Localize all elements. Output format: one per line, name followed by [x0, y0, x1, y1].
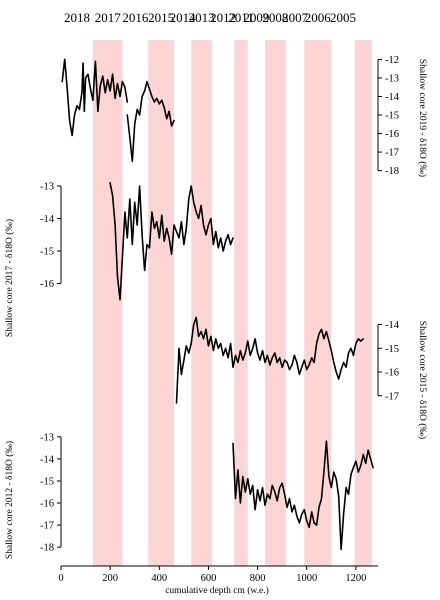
- year-label: 2016: [122, 10, 149, 25]
- y-tick-label: -16: [40, 279, 54, 290]
- series-line: [109, 182, 234, 301]
- year-labels: 2018 2017 2016 2015201420132012201120092008…: [64, 10, 356, 25]
- y-tick-label: -13: [40, 432, 54, 443]
- y-tick-label: -13: [385, 73, 399, 84]
- y-axis-title: Shallow core 2017 - δ18O (‰): [4, 219, 15, 337]
- y-axis-title: Shallow core 2015 - δ18O (‰): [417, 321, 428, 439]
- series-line: [175, 316, 365, 404]
- y-axis-title: Shallow core 2019 - δ18O (‰): [417, 59, 428, 177]
- year-label: 2011: [228, 10, 254, 25]
- year-band-shade: [264, 40, 286, 566]
- year-label: 2006: [305, 10, 332, 25]
- year-label: 2007: [282, 10, 309, 25]
- year-label: 2005: [330, 10, 356, 25]
- x-tick-label: 800: [250, 573, 266, 584]
- year-band-shade: [304, 40, 332, 566]
- y-tick-label: -14: [385, 320, 400, 331]
- year-label: 2013: [189, 10, 215, 25]
- year-label: 2017: [95, 10, 122, 25]
- series-lines: [61, 58, 374, 551]
- y-tick-label: -12: [385, 55, 399, 66]
- y-axis-title: Shallow core 2012 - δ18O (‰): [4, 441, 15, 559]
- y-tick-label: -16: [40, 499, 54, 510]
- y-tick-label: -15: [385, 344, 399, 355]
- x-tick-label: 1000: [296, 573, 317, 584]
- year-band-shade: [191, 40, 213, 566]
- year-bands: [92, 40, 372, 566]
- year-label: 2015: [148, 10, 174, 25]
- year-label: 2012: [210, 10, 236, 25]
- series-line: [232, 440, 374, 551]
- x-axis-title: cumulative depth cm (w.e.): [165, 585, 269, 596]
- x-tick-label: 1200: [345, 573, 366, 584]
- y-tick-label: -16: [385, 368, 399, 379]
- y-tick-label: -18: [40, 543, 54, 554]
- year-label: 2008: [262, 10, 288, 25]
- y-tick-label: -13: [40, 182, 54, 193]
- year-band-shade: [354, 40, 372, 566]
- year-band-shade: [148, 40, 175, 566]
- y-tick-label: -14: [40, 214, 55, 225]
- x-tick-label: 0: [58, 573, 63, 584]
- x-tick-label: 400: [151, 573, 167, 584]
- y-tick-label: -15: [40, 476, 54, 487]
- y-tick-label: -15: [385, 111, 399, 122]
- series-line: [126, 80, 175, 163]
- series-line: [61, 58, 129, 137]
- year-label: 2014: [170, 10, 197, 25]
- y-tick-label: -16: [385, 129, 399, 140]
- year-label: 2018: [64, 10, 90, 25]
- x-tick-label: 600: [201, 573, 217, 584]
- y-tick-label: -17: [385, 148, 399, 159]
- axes: 0 200 400 600 800 1000 1200 -12 -13 -14 -15 -16 -17 -…: [4, 55, 428, 584]
- year-band-shade: [92, 40, 123, 566]
- y-tick-label: -18: [385, 166, 399, 177]
- y-tick-label: -14: [385, 92, 400, 103]
- x-tick-label: 200: [102, 573, 118, 584]
- y-tick-label: -17: [40, 521, 54, 532]
- y-tick-label: -15: [40, 247, 54, 258]
- y-tick-label: -17: [385, 391, 399, 402]
- year-label: 2009: [243, 10, 269, 25]
- year-band-shade: [234, 40, 248, 566]
- y-tick-label: -14: [40, 454, 55, 465]
